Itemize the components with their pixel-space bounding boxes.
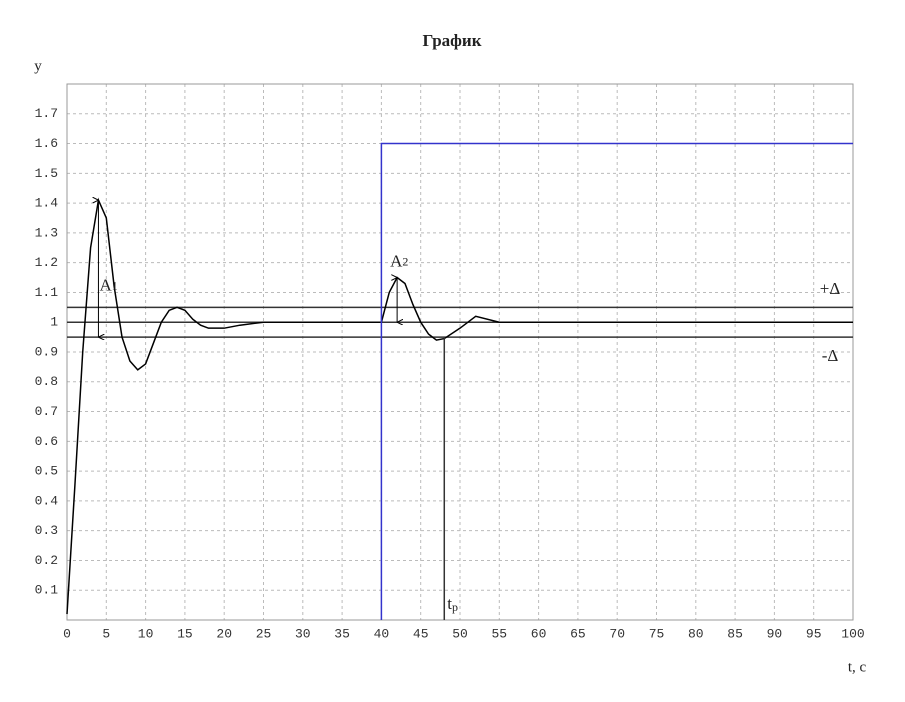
y-tick-label: 0.6 bbox=[35, 434, 58, 449]
x-tick-label: 60 bbox=[531, 626, 547, 641]
x-axis-label: t, c bbox=[848, 659, 867, 675]
x-tick-label: 55 bbox=[491, 626, 507, 641]
y-tick-label: 1.3 bbox=[35, 225, 58, 240]
x-tick-label: 0 bbox=[63, 626, 71, 641]
settling-time-label: tp bbox=[447, 594, 458, 614]
y-tick-label: 0.1 bbox=[35, 583, 59, 598]
x-tick-label: 20 bbox=[216, 626, 232, 641]
x-tick-label: 75 bbox=[649, 626, 665, 641]
settling-time-symbol: t bbox=[447, 594, 452, 613]
chart-title: График bbox=[422, 31, 481, 50]
x-tick-label: 80 bbox=[688, 626, 704, 641]
x-tick-label: 85 bbox=[727, 626, 743, 641]
amplitude-label: A2 bbox=[390, 252, 408, 271]
x-tick-label: 50 bbox=[452, 626, 468, 641]
reference-label: +Δ bbox=[820, 279, 841, 298]
x-tick-label: 65 bbox=[570, 626, 586, 641]
y-tick-label: 1.1 bbox=[35, 285, 59, 300]
y-axis-label: y bbox=[34, 58, 42, 74]
x-tick-label: 40 bbox=[374, 626, 390, 641]
x-tick-label: 70 bbox=[609, 626, 625, 641]
amplitude-label: A1 bbox=[99, 275, 117, 294]
x-tick-label: 25 bbox=[256, 626, 272, 641]
y-tick-label: 0.4 bbox=[35, 493, 59, 508]
plot-frame bbox=[66, 83, 854, 621]
series-line bbox=[380, 142, 853, 620]
series-line bbox=[66, 197, 853, 615]
settling-time-subscript: p bbox=[452, 600, 458, 614]
y-tick-label: 0.7 bbox=[35, 404, 58, 419]
x-tick-label: 10 bbox=[138, 626, 154, 641]
amplitude-symbol: A bbox=[390, 252, 403, 271]
x-tick-label: 30 bbox=[295, 626, 311, 641]
x-tick-label: 35 bbox=[334, 626, 350, 641]
y-tick-label: 1.5 bbox=[35, 166, 58, 181]
y-tick-label: 1 bbox=[50, 315, 58, 330]
amplitude-subscript: 1 bbox=[112, 278, 118, 292]
y-tick-label: 1.2 bbox=[35, 255, 58, 270]
y-tick-label: 1.4 bbox=[35, 196, 59, 211]
x-tick-label: 100 bbox=[841, 626, 864, 641]
y-tick-label: 0.2 bbox=[35, 553, 58, 568]
y-tick-label: 0.5 bbox=[35, 464, 58, 479]
amplitude-symbol: A bbox=[99, 275, 112, 294]
x-tick-label: 45 bbox=[413, 626, 429, 641]
x-tick-label: 90 bbox=[767, 626, 783, 641]
amplitude-subscript: 2 bbox=[402, 254, 408, 268]
y-tick-label: 1.6 bbox=[35, 136, 58, 151]
y-tick-label: 0.9 bbox=[35, 344, 58, 359]
x-tick-label: 95 bbox=[806, 626, 822, 641]
x-tick-label: 5 bbox=[102, 626, 110, 641]
y-tick-label: 0.3 bbox=[35, 523, 58, 538]
y-tick-label: 1.7 bbox=[35, 106, 58, 121]
x-tick-label: 15 bbox=[177, 626, 193, 641]
reference-label: -Δ bbox=[822, 346, 839, 365]
y-tick-label: 0.8 bbox=[35, 374, 58, 389]
